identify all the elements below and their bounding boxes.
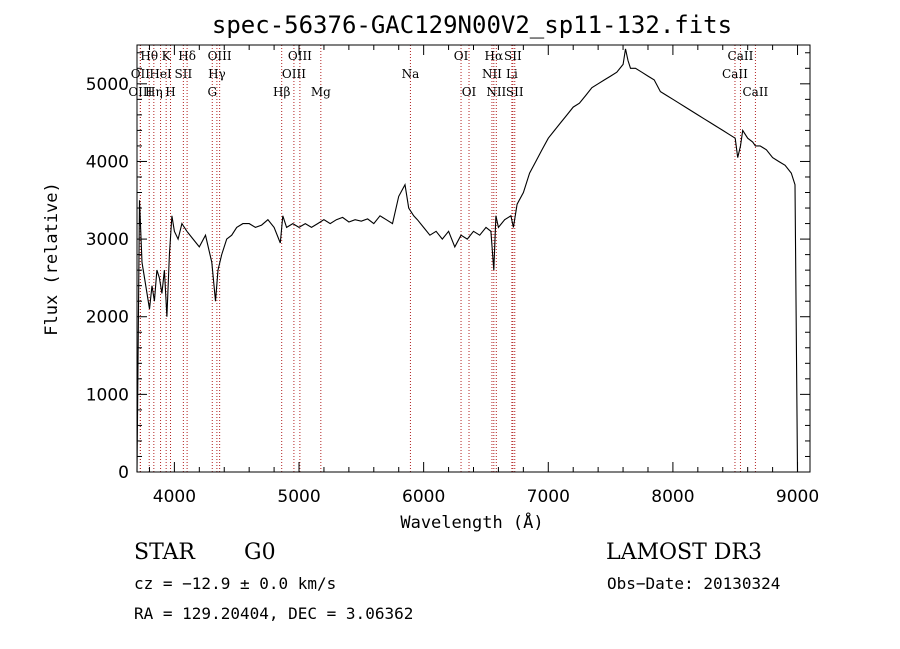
- line-marker-label: OIII: [208, 49, 232, 63]
- line-marker-label: NII: [482, 67, 502, 81]
- coordinates-text: RA = 129.20404, DEC = 3.06362: [134, 604, 414, 623]
- line-marker-label: Hα: [485, 49, 504, 63]
- plot-frame: [136, 44, 811, 473]
- x-tick-label: 6000: [402, 487, 445, 507]
- line-marker-label: NII: [486, 85, 506, 99]
- y-tick-label: 5000: [86, 75, 129, 95]
- line-marker-label: Mg: [311, 85, 331, 99]
- survey-name: LAMOST DR3: [606, 540, 762, 565]
- line-marker-label: Hγ: [208, 67, 226, 81]
- line-marker-label: SII: [506, 85, 524, 99]
- line-marker-label: Li: [506, 67, 518, 81]
- line-marker-label: OIII: [282, 67, 306, 81]
- y-tick-label: 1000: [86, 385, 129, 405]
- line-marker-label: OII: [131, 67, 151, 81]
- line-marker-label: H: [165, 85, 175, 99]
- object-class: STAR: [134, 540, 195, 565]
- y-tick-label: 4000: [86, 152, 129, 172]
- line-marker-label: Hθ: [140, 49, 158, 63]
- y-tick-label: 0: [118, 463, 129, 483]
- line-marker-label: HeI: [149, 67, 172, 81]
- x-tick-label: 9000: [776, 487, 819, 507]
- line-marker-label: OI: [454, 49, 469, 63]
- line-marker-label: OI: [462, 85, 477, 99]
- line-marker-label: Na: [402, 67, 420, 81]
- y-tick-label: 2000: [86, 308, 129, 328]
- obs-date-text: Obs−Date: 20130324: [607, 574, 781, 593]
- redshift-text: cz = −12.9 ± 0.0 km/s: [134, 574, 337, 593]
- emission-line-markers: [139, 45, 756, 472]
- x-tick-label: 4000: [153, 487, 196, 507]
- line-marker-label: CaII: [728, 49, 754, 63]
- line-marker-label: CaII: [722, 67, 748, 81]
- x-tick-label: 7000: [527, 487, 570, 507]
- x-tick-label: 5000: [277, 487, 320, 507]
- line-marker-label: G: [207, 85, 217, 99]
- chart-title: spec-56376-GAC129N00V2_sp11-132.fits: [212, 11, 732, 39]
- line-marker-label: OIII: [288, 49, 312, 63]
- y-axis-ticks: 0 1000 2000 3000 4000 5000: [86, 52, 810, 483]
- spectrum-series-line: [136, 48, 799, 473]
- line-marker-label: K: [162, 49, 172, 63]
- line-marker-label: Hη: [145, 85, 163, 99]
- line-marker-label: SII: [504, 49, 522, 63]
- x-tick-label: 8000: [651, 487, 694, 507]
- x-axis-ticks: 4000 5000 6000 7000 8000 9000: [148, 45, 819, 507]
- y-tick-label: 3000: [86, 230, 129, 250]
- x-axis-label: Wavelength (Å): [400, 511, 543, 533]
- object-subclass: G0: [244, 540, 276, 565]
- line-marker-label: SII: [175, 67, 193, 81]
- line-marker-label: Hβ: [273, 85, 290, 99]
- line-marker-label: Hδ: [178, 49, 196, 63]
- line-marker-label: CaII: [742, 85, 768, 99]
- y-axis-label: Flux (relative): [42, 182, 62, 336]
- line-marker-label: OIII: [128, 85, 152, 99]
